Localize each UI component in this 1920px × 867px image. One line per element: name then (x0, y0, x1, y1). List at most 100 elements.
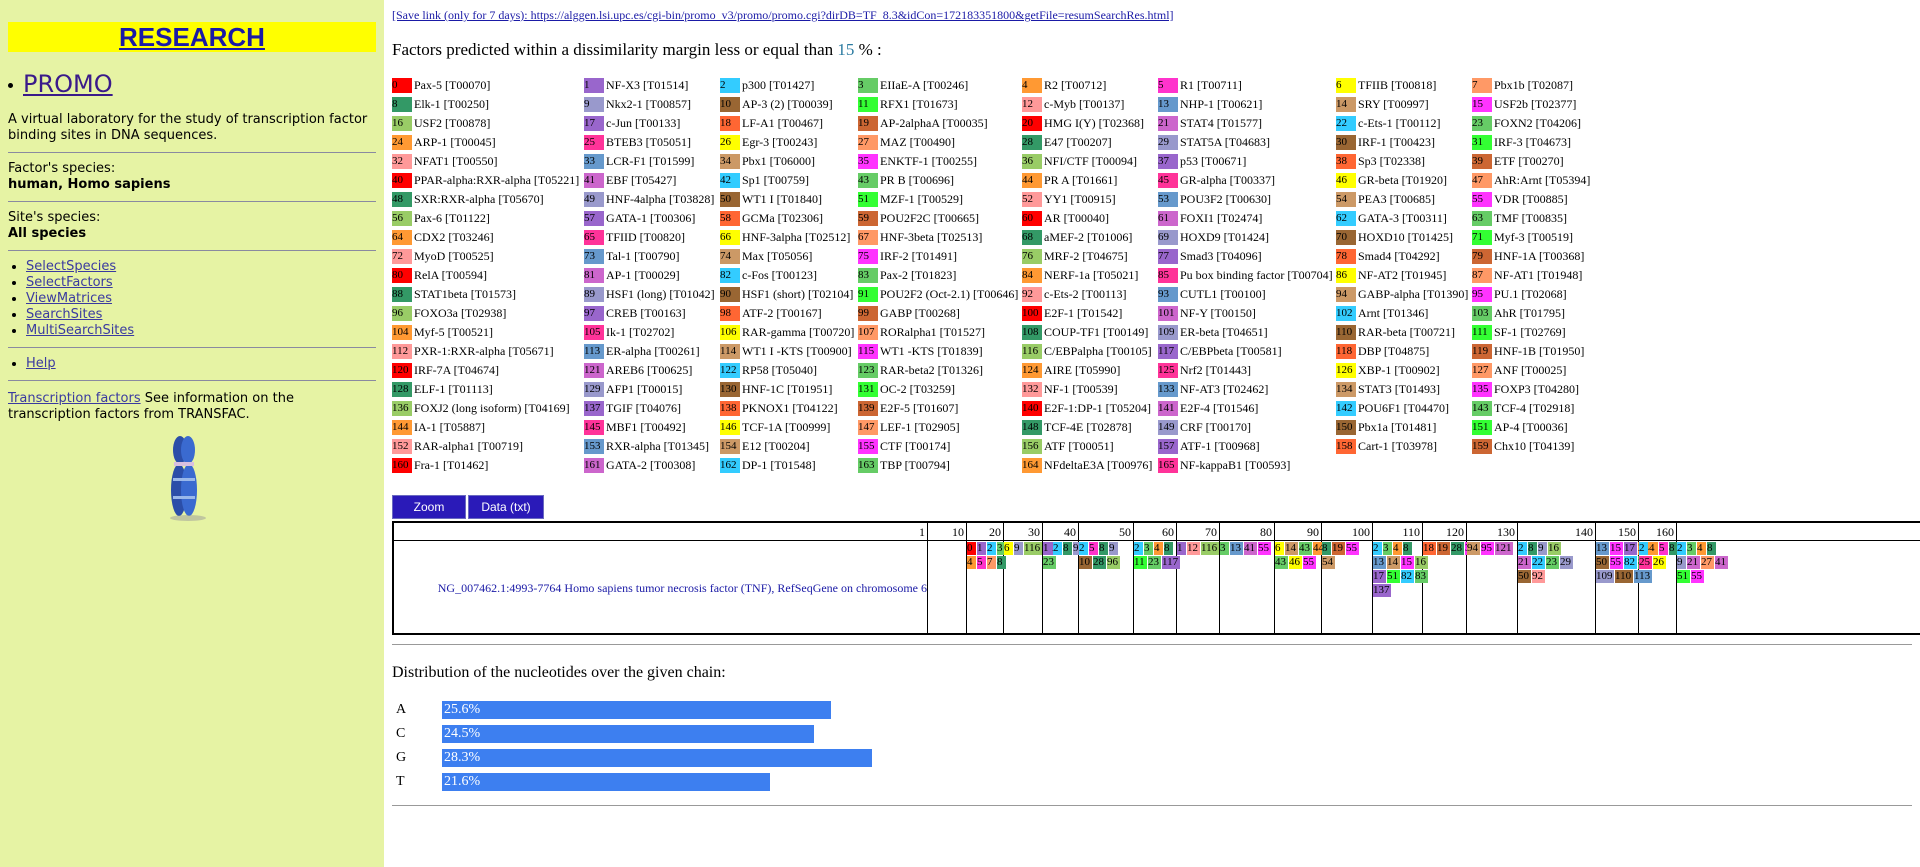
factor-legend-item[interactable]: 36 NFI/CTF [T00094] (1022, 154, 1137, 169)
binding-site-box[interactable]: 3 (997, 542, 1006, 555)
binding-site-box[interactable]: 19 (1332, 542, 1345, 555)
binding-site-box[interactable]: 3 (1144, 542, 1153, 555)
factor-legend-item[interactable]: 131 OC-2 [T03259] (858, 382, 955, 397)
factor-legend-item[interactable]: 94 GABP-alpha [T01390] (1336, 287, 1468, 302)
factor-legend-item[interactable]: 109 ER-beta [T04651] (1158, 325, 1268, 340)
factor-legend-item[interactable]: 60 AR [T00040] (1022, 211, 1109, 226)
factor-legend-item[interactable]: 88 STAT1beta [T01573] (392, 287, 516, 302)
factor-legend-item[interactable]: 46 GR-beta [T01920] (1336, 173, 1447, 188)
factor-legend-item[interactable]: 158 Cart-1 [T03978] (1336, 439, 1437, 454)
binding-site-box[interactable]: 2 (1134, 542, 1143, 555)
factor-legend-item[interactable]: 75 IRF-2 [T01491] (858, 249, 957, 264)
binding-site-box[interactable]: 50 (1518, 570, 1531, 583)
factor-legend-item[interactable]: 117 C/EBPbeta [T00581] (1158, 344, 1282, 359)
factor-legend-item[interactable]: 19 AP-2alphaA [T00035] (858, 116, 988, 131)
factor-legend-item[interactable]: 83 Pax-2 [T01823] (858, 268, 956, 283)
factor-legend-item[interactable]: 149 CRF [T00170] (1158, 420, 1251, 435)
binding-site-box[interactable]: 8 (997, 556, 1006, 569)
binding-site-box[interactable]: 1 (977, 542, 986, 555)
binding-site-box[interactable]: 6 (1004, 542, 1013, 555)
binding-site-box[interactable]: 23 (1148, 556, 1161, 569)
factor-legend-item[interactable]: 9 Nkx2-1 [T00857] (584, 97, 691, 112)
factor-legend-item[interactable]: 95 PU.1 [T02068] (1472, 287, 1567, 302)
factor-legend-item[interactable]: 89 HSF1 (long) [T01042] (584, 287, 715, 302)
binding-site-box[interactable]: 25 (1639, 556, 1652, 569)
binding-site-box[interactable]: 4 (1154, 542, 1163, 555)
factor-legend-item[interactable]: 25 BTEB3 [T05051] (584, 135, 691, 150)
factor-legend-item[interactable]: 125 Nrf2 [T01443] (1158, 363, 1251, 378)
binding-site-box[interactable]: 18 (1423, 542, 1436, 555)
factor-legend-item[interactable]: 49 HNF-4alpha [T03828] (584, 192, 714, 207)
factor-legend-item[interactable]: 2 p300 [T01427] (720, 78, 814, 93)
binding-site-box[interactable]: 26 (1653, 556, 1666, 569)
binding-site-box[interactable]: 8 (1669, 542, 1678, 555)
factor-legend-item[interactable]: 124 AIRE [T05990] (1022, 363, 1120, 378)
promo-link[interactable]: PROMO (23, 70, 113, 98)
help-link[interactable]: Help (26, 356, 56, 371)
factor-legend-item[interactable]: 47 AhR:Arnt [T05394] (1472, 173, 1590, 188)
binding-site-box[interactable]: 54 (1322, 556, 1335, 569)
factor-legend-item[interactable]: 77 Smad3 [T04096] (1158, 249, 1262, 264)
factor-legend-item[interactable]: 118 DBP [T04875] (1336, 344, 1429, 359)
factor-legend-item[interactable]: 159 Chx10 [T04139] (1472, 439, 1574, 454)
binding-site-box[interactable]: 0 (967, 542, 976, 555)
factor-legend-item[interactable]: 63 TMF [T00835] (1472, 211, 1567, 226)
factor-legend-item[interactable]: 21 STAT4 [T01577] (1158, 116, 1262, 131)
binding-site-box[interactable]: 16 (1415, 556, 1428, 569)
factor-legend-item[interactable]: 112 PXR-1:RXR-alpha [T05671] (392, 344, 554, 359)
factor-legend-item[interactable]: 114 WT1 I -KTS [T00900] (720, 344, 852, 359)
select-species-link[interactable]: SelectSpecies (26, 259, 117, 274)
factor-legend-item[interactable]: 62 GATA-3 [T00311] (1336, 211, 1447, 226)
factor-legend-item[interactable]: 160 Fra-1 [T01462] (392, 458, 488, 473)
factor-legend-item[interactable]: 57 GATA-1 [T00306] (584, 211, 695, 226)
factor-legend-item[interactable]: 53 POU3F2 [T00630] (1158, 192, 1271, 207)
factor-legend-item[interactable]: 120 IRF-7A [T04674] (392, 363, 499, 378)
binding-site-box[interactable]: 16 (1548, 542, 1561, 555)
binding-site-box[interactable]: 9 (1677, 556, 1686, 569)
binding-site-box[interactable]: 27 (1701, 556, 1714, 569)
binding-site-box[interactable]: 46 (1289, 556, 1302, 569)
factor-legend-item[interactable]: 26 Egr-3 [T00243] (720, 135, 817, 150)
binding-site-box[interactable]: 14 (1285, 542, 1298, 555)
binding-site-box[interactable]: 13 (1230, 542, 1243, 555)
binding-site-box[interactable]: 50 (1596, 556, 1609, 569)
binding-site-box[interactable]: 21 (1518, 556, 1531, 569)
binding-site-box[interactable]: 92 (1532, 570, 1545, 583)
factor-legend-item[interactable]: 116 C/EBPalpha [T00105] (1022, 344, 1152, 359)
binding-site-box[interactable]: 10 (1079, 556, 1092, 569)
factor-legend-item[interactable]: 132 NF-1 [T00539] (1022, 382, 1118, 397)
factor-legend-item[interactable]: 92 c-Ets-2 [T00113] (1022, 287, 1127, 302)
factor-legend-item[interactable]: 150 Pbx1a [T01481] (1336, 420, 1436, 435)
factor-legend-item[interactable]: 16 USF2 [T00878] (392, 116, 490, 131)
factor-legend-item[interactable]: 55 VDR [T00885] (1472, 192, 1568, 207)
factor-legend-item[interactable]: 129 AFP1 [T00015] (584, 382, 682, 397)
factor-legend-item[interactable]: 65 TFIID [T00820] (584, 230, 685, 245)
binding-site-box[interactable]: 116 (1201, 542, 1219, 555)
binding-site-box[interactable]: 96 (1107, 556, 1120, 569)
factor-legend-item[interactable]: 136 FOXJ2 (long isoform) [T04169] (392, 401, 570, 416)
factor-legend-item[interactable]: 78 Smad4 [T04292] (1336, 249, 1440, 264)
factor-legend-item[interactable]: 162 DP-1 [T01548] (720, 458, 816, 473)
factor-legend-item[interactable]: 101 NF-Y [T00150] (1158, 306, 1256, 321)
factor-legend-item[interactable]: 84 NERF-1a [T05021] (1022, 268, 1138, 283)
factor-legend-item[interactable]: 29 STAT5A [T04683] (1158, 135, 1270, 150)
binding-site-box[interactable]: 55 (1258, 542, 1271, 555)
factor-legend-item[interactable]: 7 Pbx1b [T02087] (1472, 78, 1573, 93)
factor-legend-item[interactable]: 15 USF2b [T02377] (1472, 97, 1576, 112)
factor-legend-item[interactable]: 5 R1 [T00711] (1158, 78, 1242, 93)
factor-legend-item[interactable]: 48 SXR:RXR-alpha [T05670] (392, 192, 544, 207)
binding-site-box[interactable]: 12 (1187, 542, 1200, 555)
binding-site-box[interactable]: 2 (1677, 542, 1686, 555)
factor-legend-item[interactable]: 142 POU6F1 [T04470] (1336, 401, 1449, 416)
factor-legend-item[interactable]: 82 c-Fos [T00123] (720, 268, 817, 283)
factor-legend-item[interactable]: 51 MZF-1 [T00529] (858, 192, 963, 207)
factor-legend-item[interactable]: 163 TBP [T00794] (858, 458, 950, 473)
binding-site-box[interactable]: 8 (1707, 542, 1716, 555)
factor-legend-item[interactable]: 11 RFX1 [T01673] (858, 97, 958, 112)
binding-site-box[interactable]: 4 (1393, 542, 1402, 555)
binding-site-box[interactable]: 17 (1373, 570, 1386, 583)
binding-site-box[interactable]: 55 (1346, 542, 1359, 555)
data-txt-button[interactable]: Data (txt) (468, 495, 544, 519)
binding-site-box[interactable]: 83 (1415, 570, 1428, 583)
factor-legend-item[interactable]: 100 E2F-1 [T01542] (1022, 306, 1122, 321)
